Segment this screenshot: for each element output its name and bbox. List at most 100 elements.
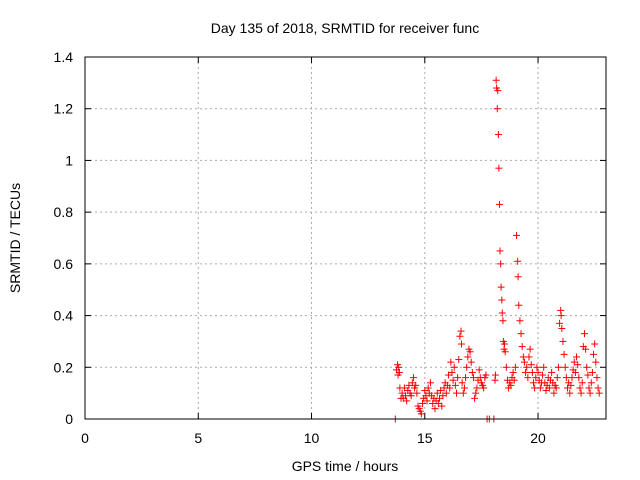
data-point xyxy=(515,301,523,309)
data-point xyxy=(424,384,432,392)
data-point xyxy=(524,374,532,382)
data-point xyxy=(527,361,535,369)
data-point xyxy=(585,384,593,392)
data-point xyxy=(471,394,479,402)
data-point xyxy=(554,363,562,371)
data-point xyxy=(560,350,568,358)
data-point xyxy=(426,379,434,387)
data-point xyxy=(494,131,502,139)
data-point xyxy=(556,319,564,327)
data-point xyxy=(595,389,603,397)
data-point xyxy=(417,410,425,418)
data-point xyxy=(520,358,528,366)
data-point xyxy=(468,368,476,376)
data-point xyxy=(457,327,465,335)
y-axis-label: SRMTID / TECUs xyxy=(7,183,23,293)
data-point xyxy=(568,374,576,382)
data-point xyxy=(438,402,446,410)
data-point xyxy=(419,399,427,407)
data-point xyxy=(450,363,458,371)
grid-lines xyxy=(85,57,606,419)
data-point xyxy=(463,363,471,371)
data-point xyxy=(475,366,483,374)
data-point xyxy=(472,389,480,397)
data-point xyxy=(423,397,431,405)
data-point xyxy=(502,363,510,371)
x-tick-label: 15 xyxy=(417,430,433,446)
y-tick-label: 0.4 xyxy=(54,308,74,324)
data-point xyxy=(497,260,505,268)
y-tick-label: 0.8 xyxy=(54,204,74,220)
chart-title: Day 135 of 2018, SRMTID for receiver fun… xyxy=(211,20,479,36)
data-point xyxy=(395,368,403,376)
data-point xyxy=(539,371,547,379)
data-point xyxy=(448,368,456,376)
data-point xyxy=(413,389,421,397)
data-point xyxy=(449,376,457,384)
data-point xyxy=(511,363,519,371)
data-point xyxy=(446,384,454,392)
data-point xyxy=(522,368,530,376)
data-point xyxy=(469,374,477,382)
data-point xyxy=(557,312,565,320)
y-tick-label: 0.6 xyxy=(54,256,74,272)
data-point xyxy=(482,371,490,379)
data-point xyxy=(552,384,560,392)
data-point xyxy=(583,363,591,371)
x-tick-label: 0 xyxy=(81,430,89,446)
data-point xyxy=(530,379,538,387)
plot-frame xyxy=(84,56,607,420)
data-point xyxy=(431,405,439,413)
data-point xyxy=(578,379,586,387)
data-point xyxy=(455,356,463,364)
data-point xyxy=(457,340,465,348)
data-point xyxy=(591,340,599,348)
data-point xyxy=(593,374,601,382)
data-point xyxy=(473,384,481,392)
data-point xyxy=(576,384,584,392)
data-point xyxy=(526,345,534,353)
data-point xyxy=(459,389,467,397)
data-point xyxy=(464,353,472,361)
data-point xyxy=(594,384,602,392)
data-point xyxy=(491,371,499,379)
data-point xyxy=(496,247,504,255)
x-axis-label: GPS time / hours xyxy=(292,458,399,474)
data-point xyxy=(467,358,475,366)
data-point xyxy=(498,296,506,304)
data-point xyxy=(587,379,595,387)
data-point xyxy=(499,317,507,325)
data-point xyxy=(582,345,590,353)
data-point xyxy=(456,332,464,340)
data-point xyxy=(492,76,500,84)
data-point xyxy=(447,358,455,366)
data-point xyxy=(586,389,594,397)
data-point xyxy=(480,384,488,392)
data-point xyxy=(407,392,415,400)
data-point xyxy=(466,348,474,356)
data-point xyxy=(501,340,509,348)
data-point xyxy=(580,330,588,338)
data-point xyxy=(510,376,518,384)
y-tick-label: 1 xyxy=(65,152,73,168)
data-point xyxy=(498,309,506,317)
data-point xyxy=(545,384,553,392)
data-point xyxy=(559,337,567,345)
data-point xyxy=(566,389,574,397)
data-point xyxy=(496,200,504,208)
data-point xyxy=(513,231,521,239)
data-point xyxy=(460,384,468,392)
data-point xyxy=(558,325,566,332)
data-point xyxy=(518,343,526,351)
data-point xyxy=(454,374,462,382)
data-point xyxy=(514,257,522,265)
data-point xyxy=(573,353,581,361)
data-point xyxy=(533,363,541,371)
data-point xyxy=(584,371,592,379)
data-point xyxy=(395,363,403,371)
data-point xyxy=(517,330,525,338)
data-point xyxy=(462,374,470,382)
data-point xyxy=(548,368,556,376)
data-point xyxy=(507,381,515,389)
data-point xyxy=(592,358,600,366)
